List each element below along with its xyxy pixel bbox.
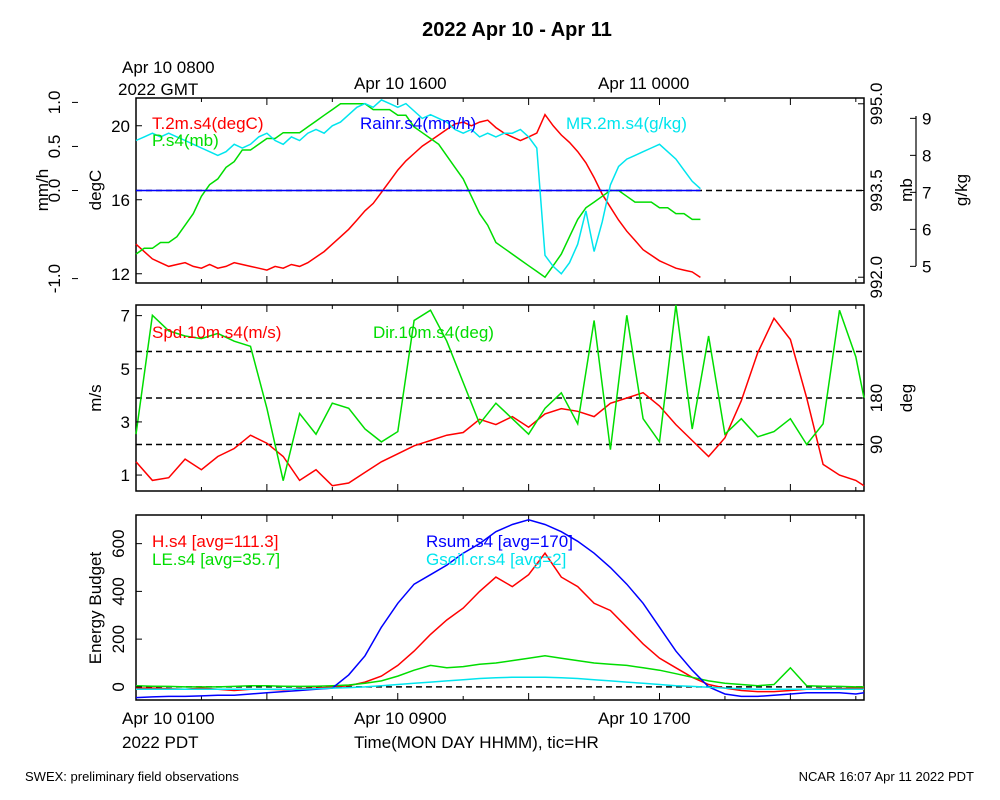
axis-label-mmh: mm/h [33,169,52,212]
ms-axis-tick-label: 1 [121,466,130,485]
gkg-axis-tick-label: 9 [922,109,931,128]
energy-axis-tick-label: 0 [109,682,128,691]
ms-axis-tick-label: 5 [121,360,130,379]
axis-label-ms: m/s [86,384,105,411]
footer-right: NCAR 16:07 Apr 11 2022 PDT [799,769,974,784]
top-time-label-0800: Apr 10 0800 [122,58,215,77]
deg-axis-tick-label: 90 [867,435,886,454]
degc-axis-tick-label: 16 [111,191,130,210]
footer-left: SWEX: preliminary field observations [25,769,239,784]
ms-axis-tick-label: 3 [121,413,130,432]
ms-axis-tick-label: 7 [121,307,130,326]
figure-title: 2022 Apr 10 - Apr 11 [422,19,612,41]
series-line-pressure [135,103,701,279]
label-mixing-ratio: MR.2m.s4(g/kg) [566,114,687,133]
mmh-axis-tick-label: 0.0 [45,179,64,203]
bottom-time-label-0900: Apr 10 0900 [354,709,447,728]
label-net-radiation: Rsum.s4 [avg=170] [426,532,573,551]
panel-middle: 1 3 5 7 90 180 [121,304,886,492]
label-temperature: T.2m.s4(degC) [152,114,263,133]
axis-label-deg: deg [897,384,916,412]
label-soil-heat: Gsoil.cr.s4 [avg=2] [426,550,566,569]
mb-axis-tick-label: 995.0 [867,83,886,126]
series-line-sensible-heat [136,551,864,693]
panel-bottom: 0 200 400 600 [109,514,865,701]
bottom-panel-frame [135,514,865,701]
energy-axis-tick-label: 200 [109,625,128,653]
series-line-net-radiation [135,519,865,699]
series-line-wind-direction [135,304,865,481]
bottom-time-label-1700: Apr 10 1700 [598,709,691,728]
bottom-time-label-pdt: 2022 PDT [122,733,199,752]
axis-label-gkg: g/kg [952,174,971,206]
gkg-axis-tick-label: 6 [922,220,931,239]
top-time-label-gmt: 2022 GMT [118,80,198,99]
gkg-axis-tick-label: 5 [922,257,931,276]
series-line-wind-speed [135,316,865,487]
top-time-label-1600: Apr 10 1600 [354,74,447,93]
label-pressure: P.s4(mb) [152,131,219,150]
gkg-axis-tick-label: 8 [922,146,931,165]
axis-label-energy-budget: Energy Budget [86,551,105,664]
deg-axis-tick-label: 180 [867,384,886,412]
label-wind-speed: Spd.10m.s4(m/s) [152,323,281,342]
mmh-axis-tick-label: -1.0 [45,264,64,293]
degc-axis-tick-label: 20 [111,117,130,136]
label-sensible-heat: H.s4 [avg=111.3] [152,532,278,551]
gkg-axis-tick-label: 7 [922,183,931,202]
series-line-temperature [135,113,701,279]
series-line-soil-heat [136,676,864,691]
label-rain-rate: Rainr.s4(mm/h) [360,114,476,133]
mb-axis-tick-label: 992.0 [867,256,886,299]
series-line-latent-heat [135,655,864,688]
bottom-time-label-0100: Apr 10 0100 [122,709,215,728]
energy-axis-tick-label: 400 [109,577,128,605]
energy-axis-tick-label: 600 [109,529,128,557]
axis-label-degc: degC [86,170,105,211]
mmh-axis-tick-label: 1.0 [45,91,64,115]
panel-top: 12 16 20 -1.0 0.0 0.5 1.0 992.0 993.5 995.0 5 6 7 8 9 [45,83,931,299]
top-time-label-0000: Apr 11 0000 [598,74,689,93]
axis-label-mb: mb [897,178,916,202]
degc-axis-tick-label: 12 [111,265,130,284]
series-line-mixing-ratio [135,99,701,275]
label-latent-heat: LE.s4 [avg=35.7] [152,550,280,569]
x-axis-title: Time(MON DAY HHMM), tic=HR [354,733,599,752]
mb-axis-tick-label: 993.5 [867,169,886,212]
label-wind-direction: Dir.10m.s4(deg) [373,323,494,342]
mmh-axis-tick-label: 0.5 [45,135,64,159]
